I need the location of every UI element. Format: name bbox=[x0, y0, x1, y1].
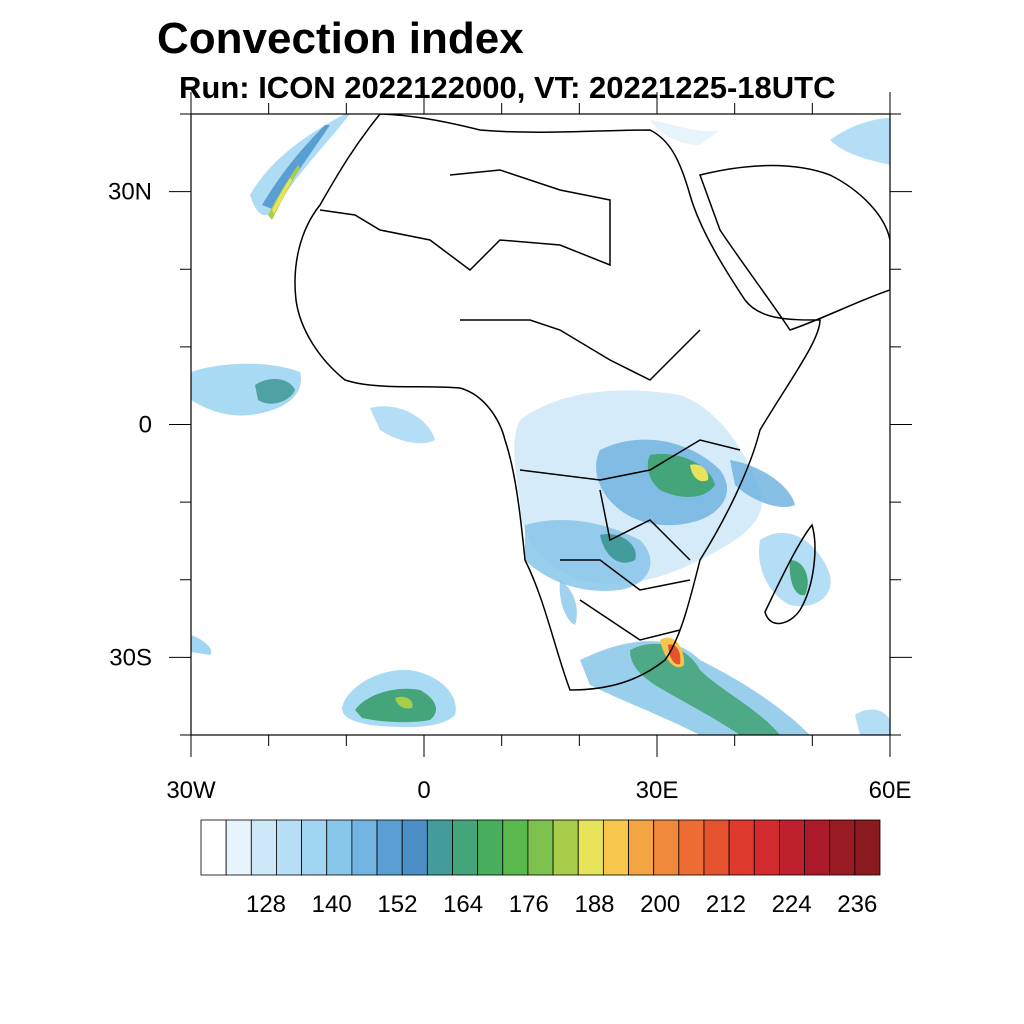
colorbar-swatch bbox=[678, 819, 705, 876]
colorbar-swatch bbox=[577, 819, 604, 876]
colorbar-swatch bbox=[602, 819, 629, 876]
map-subtitle: Run: ICON 2022122000, VT: 20221225-18UTC bbox=[179, 70, 836, 105]
colorbar-label: 224 bbox=[772, 891, 812, 918]
axis-ticks: 30W 0 30E 60E 30N 0 30S bbox=[108, 92, 912, 804]
colorbar-swatch bbox=[276, 819, 302, 876]
convection-patch bbox=[255, 378, 295, 404]
y-tick-label: 30S bbox=[109, 644, 152, 671]
colorbar-swatch bbox=[401, 819, 428, 876]
colorbar-swatch bbox=[527, 819, 554, 876]
convection-patch bbox=[191, 635, 212, 655]
colorbar: 128 140 152 164 176 188 200 212 224 236 bbox=[200, 819, 881, 918]
colorbar-swatch bbox=[703, 819, 730, 876]
convection-patch bbox=[789, 560, 808, 596]
y-tick-label: 30N bbox=[108, 179, 152, 206]
colorbar-swatch bbox=[452, 819, 479, 876]
convection-patch bbox=[559, 580, 577, 625]
colorbar-label: 236 bbox=[837, 891, 877, 918]
x-tick-label: 30W bbox=[166, 777, 216, 804]
colorbar-swatch bbox=[728, 819, 755, 876]
colorbar-swatch bbox=[351, 819, 378, 876]
colorbar-label: 128 bbox=[246, 891, 286, 918]
convection-patch bbox=[647, 454, 715, 497]
colorbar-swatch bbox=[552, 819, 579, 876]
convection-patch bbox=[395, 696, 413, 709]
colorbar-swatch bbox=[653, 819, 680, 876]
colorbar-swatch bbox=[376, 819, 403, 876]
madagascar-coast bbox=[764, 523, 816, 625]
colorbar-swatch bbox=[502, 819, 529, 876]
convection-patch bbox=[830, 118, 890, 165]
colorbar-label: 164 bbox=[443, 891, 483, 918]
colorbar-label: 152 bbox=[377, 891, 417, 918]
colorbar-swatch bbox=[250, 819, 277, 876]
convection-patch bbox=[355, 688, 436, 723]
colorbar-label: 188 bbox=[574, 891, 614, 918]
x-tick-label: 30E bbox=[636, 777, 679, 804]
colorbar-swatch bbox=[628, 819, 655, 876]
colorbar-swatch bbox=[829, 819, 856, 876]
convection-patch bbox=[855, 709, 890, 735]
colorbar-label: 212 bbox=[706, 891, 746, 918]
convection-patch bbox=[690, 464, 709, 482]
colorbar-label: 140 bbox=[312, 891, 352, 918]
colorbar-swatch bbox=[477, 819, 504, 876]
y-tick-label: 0 bbox=[139, 412, 152, 439]
country-borders bbox=[319, 169, 741, 641]
convection-patch bbox=[650, 120, 720, 145]
map-title: Convection index bbox=[157, 14, 524, 63]
colorbar-label: 200 bbox=[640, 891, 680, 918]
convection-patch bbox=[262, 125, 330, 210]
colorbar-swatch bbox=[753, 819, 780, 876]
colorbar-swatch bbox=[200, 819, 227, 876]
convection-patch bbox=[272, 178, 292, 214]
convection-patch bbox=[370, 406, 435, 444]
coastlines bbox=[294, 114, 890, 691]
convection-field bbox=[191, 114, 890, 735]
africa-coast bbox=[294, 114, 821, 691]
colorbar-swatch bbox=[301, 819, 328, 876]
colorbar-label: 176 bbox=[509, 891, 549, 918]
x-tick-label: 0 bbox=[417, 777, 430, 804]
colorbar-swatch bbox=[225, 819, 252, 876]
colorbar-swatch bbox=[804, 819, 831, 876]
colorbar-swatch bbox=[779, 819, 805, 876]
convection-patch bbox=[600, 534, 636, 563]
convection-patch bbox=[630, 643, 780, 735]
colorbar-swatch bbox=[326, 819, 353, 876]
x-tick-label: 60E bbox=[869, 777, 912, 804]
colorbar-swatch bbox=[854, 819, 881, 876]
colorbar-swatch bbox=[426, 819, 453, 876]
